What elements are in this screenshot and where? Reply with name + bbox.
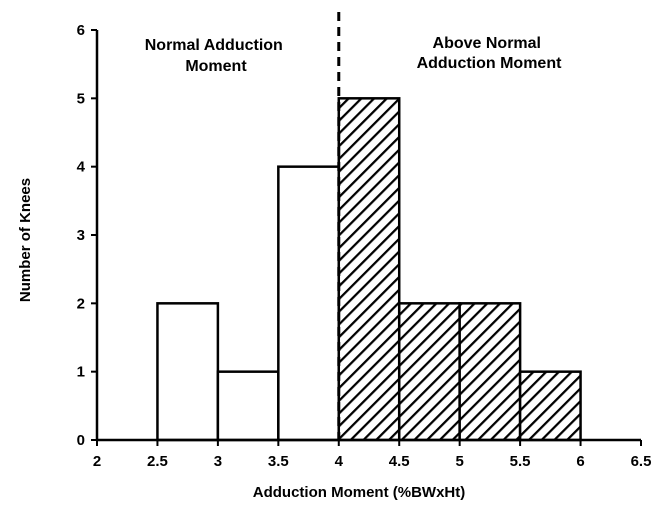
x-tick-label: 5 [455, 453, 463, 470]
x-tick-label: 3.5 [268, 453, 289, 470]
annotation-above-line1: Above Normal [433, 35, 541, 52]
x-tick-label: 4.5 [389, 453, 410, 470]
bars-group [156, 97, 582, 442]
bar-normal-3.5-4 [277, 165, 341, 442]
x-tick-label: 6 [576, 453, 584, 470]
bar-above-4-4.5 [337, 97, 401, 442]
y-tick-label: 4 [77, 159, 86, 176]
annotation-above: Above Normal Adduction Moment [417, 35, 563, 72]
ticks-group: 2 2.5 3 3.5 4 4.5 5 5.5 6 6.5 0 1 2 3 4 5 6 [77, 22, 652, 470]
y-axis-title: Number of Knees [17, 178, 34, 302]
x-tick-label: 3 [214, 453, 222, 470]
bar-normal-2.5-3 [156, 302, 220, 442]
y-tick-label: 3 [77, 227, 85, 244]
annotation-above-line2: Adduction Moment [417, 55, 563, 72]
y-tick-label: 0 [77, 432, 85, 449]
y-tick-label: 6 [77, 22, 85, 39]
bar-above-5.5-6 [518, 370, 582, 442]
bar-above-5-5.5 [458, 302, 522, 442]
y-tick-label: 5 [77, 90, 85, 107]
x-axis-title: Adduction Moment (%BWxHt) [253, 484, 465, 501]
annotation-normal-line2: Moment [185, 58, 247, 75]
annotation-normal: Normal Adduction Moment [145, 37, 288, 75]
y-tick-label: 2 [77, 295, 85, 312]
y-tick-label: 1 [77, 364, 85, 381]
bar-above-4.5-5 [397, 302, 461, 442]
bar-normal-3-3.5 [216, 370, 280, 442]
x-tick-label: 2 [93, 453, 101, 470]
x-tick-label: 2.5 [147, 453, 168, 470]
annotation-normal-line1: Normal Adduction [145, 37, 283, 54]
x-tick-label: 6.5 [631, 453, 652, 470]
x-tick-label: 4 [335, 453, 344, 470]
x-tick-label: 5.5 [510, 453, 531, 470]
